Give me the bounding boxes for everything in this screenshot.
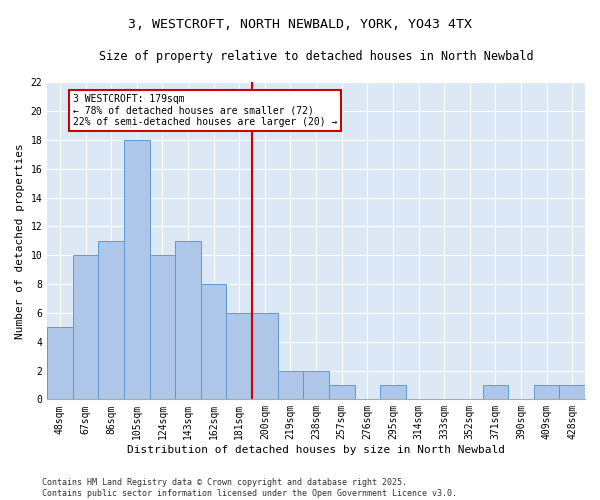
Bar	[149, 255, 175, 400]
Bar	[98, 241, 124, 400]
Bar	[226, 313, 252, 400]
Bar	[73, 255, 98, 400]
Text: Contains HM Land Registry data © Crown copyright and database right 2025.
Contai: Contains HM Land Registry data © Crown c…	[42, 478, 457, 498]
Bar	[201, 284, 226, 400]
Bar	[329, 385, 355, 400]
Bar	[278, 370, 303, 400]
X-axis label: Distribution of detached houses by size in North Newbald: Distribution of detached houses by size …	[127, 445, 505, 455]
Bar	[175, 241, 201, 400]
Title: Size of property relative to detached houses in North Newbald: Size of property relative to detached ho…	[99, 50, 533, 63]
Text: 3 WESTCROFT: 179sqm
← 78% of detached houses are smaller (72)
22% of semi-detach: 3 WESTCROFT: 179sqm ← 78% of detached ho…	[73, 94, 337, 127]
Bar	[252, 313, 278, 400]
Bar	[47, 328, 73, 400]
Bar	[482, 385, 508, 400]
Bar	[124, 140, 149, 400]
Bar	[380, 385, 406, 400]
Y-axis label: Number of detached properties: Number of detached properties	[15, 143, 25, 338]
Bar	[303, 370, 329, 400]
Bar	[534, 385, 559, 400]
Bar	[559, 385, 585, 400]
Text: 3, WESTCROFT, NORTH NEWBALD, YORK, YO43 4TX: 3, WESTCROFT, NORTH NEWBALD, YORK, YO43 …	[128, 18, 472, 30]
